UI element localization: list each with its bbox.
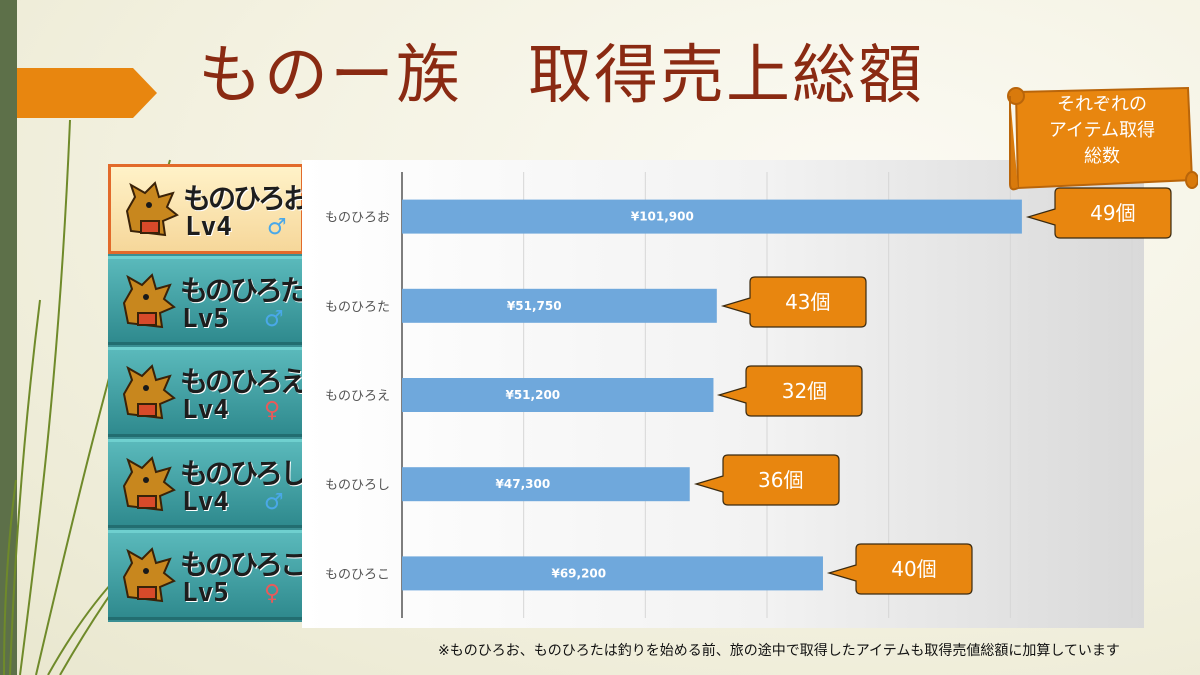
scroll-note-line: アイテム取得 xyxy=(1048,120,1156,141)
item-count-label: 32個 xyxy=(781,379,828,403)
slide-title: ものー族 取得売上総額 xyxy=(198,39,924,113)
footnote: ※ものひろお、ものひろたは釣りを始める前、旅の途中で取得したアイテムも取得売値総… xyxy=(438,643,1120,659)
callout-bubble-icon xyxy=(693,454,840,506)
scroll-note-icon xyxy=(1007,86,1198,191)
count-callout: 36個 xyxy=(693,454,840,506)
creature-sprite-icon xyxy=(125,181,179,237)
bar xyxy=(402,556,823,591)
gender-icon: ♂ xyxy=(264,489,284,515)
count-callout: 32個 xyxy=(717,365,864,417)
sprite-level: Lv4 xyxy=(182,395,229,426)
gender-icon: ♀ xyxy=(264,398,281,424)
sprite-row: ものひろし Lv4 ♂ xyxy=(108,438,304,529)
sprite-level: Lv4 xyxy=(182,486,229,517)
bar xyxy=(402,467,690,502)
bar-chart: ものひろお ¥101,900 ものひろた ¥51,750 ものひろえ ¥51,200 ものひ… xyxy=(325,172,1133,618)
sprite-row: ものひろえ Lv4 ♀ xyxy=(108,347,304,437)
bar-value-label: ¥47,300 xyxy=(496,477,551,491)
sprite-level: Lv4 xyxy=(185,212,232,242)
gender-icon: ♂ xyxy=(264,306,284,332)
category-label: ものひろえ xyxy=(325,389,390,404)
creature-sprite-icon xyxy=(122,272,176,328)
gender-icon: ♂ xyxy=(267,215,287,240)
sprite-row: ものひろお Lv4 ♂ xyxy=(108,164,304,254)
callout-bubble-icon xyxy=(826,543,973,595)
creature-sprite-icon xyxy=(122,455,176,511)
sprite-panel: ものひろお Lv4 ♂ ものひろた Lv5 ♂ ものひろえ Lv4 ♀ ものひろし Lv4 ♂ ものひろ… xyxy=(108,164,304,622)
sprite-name: ものひろこ xyxy=(180,548,304,582)
scroll-note-line: 総数 xyxy=(1084,146,1120,167)
item-count-label: 49個 xyxy=(1090,200,1136,225)
count-callout: 49個 xyxy=(1025,186,1172,239)
category-label: ものひろし xyxy=(325,478,390,493)
sprite-level: Lv5 xyxy=(182,578,229,609)
count-callout: 40個 xyxy=(826,543,973,595)
item-count-label: 43個 xyxy=(785,289,831,314)
callout-bubble-icon xyxy=(717,365,864,417)
category-label: ものひろお xyxy=(325,211,390,226)
bar-value-label: ¥101,900 xyxy=(631,210,694,224)
creature-sprite-icon xyxy=(122,547,176,603)
sprite-name: ものひろえ xyxy=(180,365,304,399)
count-callout: 43個 xyxy=(720,276,867,328)
bar xyxy=(402,378,714,412)
bar-value-label: ¥51,750 xyxy=(507,299,562,313)
sprite-level: Lv5 xyxy=(182,303,229,334)
gender-icon: ♀ xyxy=(264,581,281,607)
creature-sprite-icon xyxy=(122,364,176,420)
item-count-label: 36個 xyxy=(758,468,804,493)
sprite-row: ものひろた Lv5 ♂ xyxy=(108,255,304,346)
sprite-name: ものひろた xyxy=(180,273,304,307)
callout-bubble-icon xyxy=(1025,186,1172,239)
item-count-label: 40個 xyxy=(891,557,937,582)
bar-value-label: ¥69,200 xyxy=(551,566,606,580)
bar xyxy=(402,199,1022,234)
callout-bubble-icon xyxy=(720,276,867,328)
bar xyxy=(402,288,717,323)
sprite-row: ものひろこ Lv5 ♀ xyxy=(108,530,304,620)
bar-value-label: ¥51,200 xyxy=(505,388,560,402)
scroll-note-line: それぞれの xyxy=(1057,94,1147,115)
scroll-note-text: それぞれの アイテム取得 総数 xyxy=(1024,92,1180,170)
sprite-name: ものひろし xyxy=(180,456,304,490)
category-label: ものひろこ xyxy=(325,567,390,582)
title-arrow-icon xyxy=(17,68,157,118)
category-label: ものひろた xyxy=(325,300,390,315)
sprite-name: ものひろお xyxy=(183,182,304,215)
